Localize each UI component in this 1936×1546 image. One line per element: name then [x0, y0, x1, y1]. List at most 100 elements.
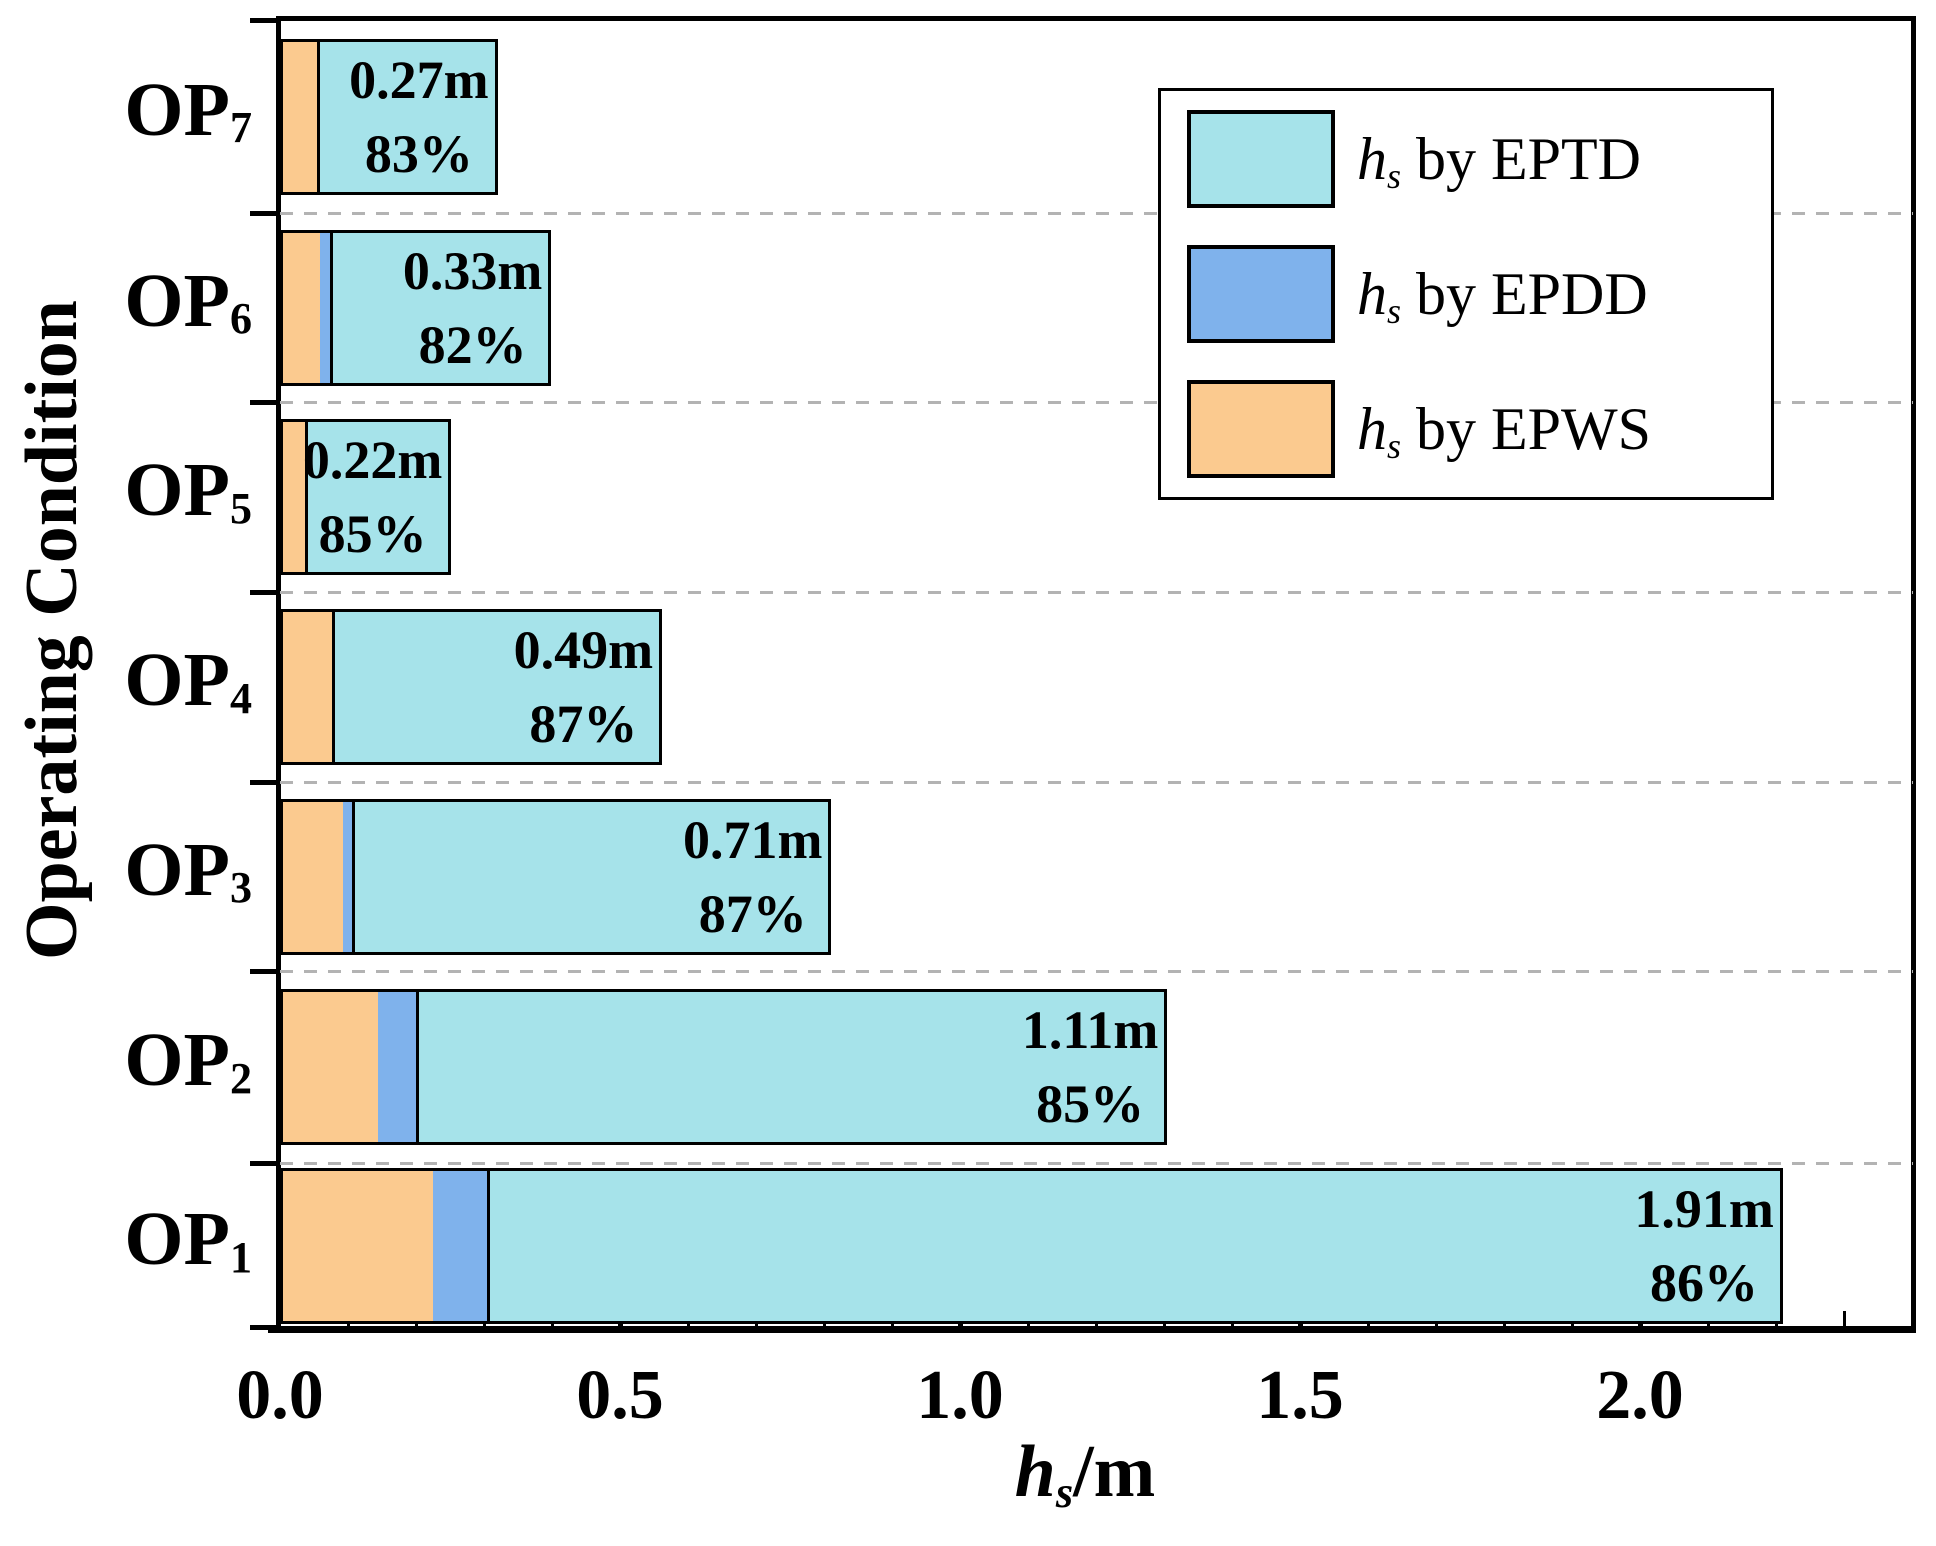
legend: hs by EPTD hs by EPDD hs by EPWS — [1158, 88, 1774, 500]
legend-label-epdd: hs by EPDD — [1357, 252, 1648, 344]
category-label-text: OP — [124, 1018, 230, 1102]
bar-op5-segment-epws — [283, 422, 308, 572]
category-label-text: OP — [124, 1197, 230, 1281]
x-tick-label: 0.0 — [236, 1357, 324, 1434]
category-label-subscript: 1 — [229, 1232, 252, 1282]
category-label-subscript: 2 — [229, 1053, 252, 1103]
bar-op2-segment-epdd — [378, 992, 419, 1142]
y-axis-tick — [250, 780, 276, 785]
bar-op1-segment-epws — [283, 1171, 436, 1321]
category-label-subscript: 4 — [229, 673, 252, 723]
bar-op6-share-label: 82% — [418, 314, 527, 375]
category-label-op3: OP3 — [12, 825, 252, 926]
category-label-subscript: 3 — [229, 863, 252, 913]
category-label-op6: OP6 — [12, 256, 252, 357]
x-axis-minor-tick — [1842, 1311, 1846, 1327]
category-label-text: OP — [124, 638, 230, 722]
bottom-spine — [268, 1326, 1916, 1333]
bar-op4-share-label: 87% — [529, 694, 638, 754]
bar-op3-segment-epdd — [342, 801, 355, 952]
legend-label-rest: by EPWS — [1401, 396, 1652, 462]
x-axis-title-rest: /m — [1073, 1431, 1156, 1513]
bar-op4: 0.49m 87% — [280, 609, 663, 765]
legend-swatch-epdd — [1187, 245, 1335, 343]
bar-op6: 0.33m 82% — [280, 229, 552, 386]
right-spine — [1911, 16, 1916, 1332]
x-axis-title-sub: s — [1055, 1467, 1074, 1518]
y-axis-tick — [250, 590, 276, 595]
category-label-text: OP — [124, 827, 230, 912]
bar-op3-label: 0.71m 87% — [683, 802, 822, 952]
bar-op5-label: 0.22m 85% — [303, 422, 442, 572]
gridline — [280, 401, 1913, 404]
category-label-op4: OP4 — [12, 635, 252, 736]
category-label-op7: OP7 — [12, 65, 252, 166]
bar-op5: 0.22m 85% — [280, 419, 452, 575]
x-tick-label: 0.5 — [576, 1357, 664, 1434]
x-tick-label: 1.5 — [1256, 1357, 1344, 1434]
legend-swatch-eptd — [1187, 110, 1335, 208]
category-label-text: OP — [124, 258, 230, 343]
category-label-op5: OP5 — [12, 445, 252, 546]
legend-label-subscript: s — [1387, 291, 1402, 331]
bar-op3-segment-epws — [283, 801, 346, 952]
x-tick-label: 2.0 — [1596, 1357, 1684, 1434]
bar-op5-value-label: 0.22m — [302, 430, 443, 490]
category-label-subscript: 6 — [229, 294, 252, 344]
legend-label-epws: hs by EPWS — [1357, 387, 1651, 479]
x-tick-label: 1.0 — [916, 1357, 1004, 1434]
category-label-op2: OP2 — [12, 1015, 252, 1116]
bar-op3: 0.71m 87% — [280, 798, 832, 955]
bar-op1-share-label: 86% — [1650, 1253, 1759, 1313]
bar-op3-share-label: 87% — [698, 883, 807, 944]
x-axis-title-var: h — [1014, 1431, 1056, 1513]
legend-label-subscript: s — [1387, 156, 1402, 196]
bar-op1-value-label: 1.91m — [1634, 1179, 1774, 1239]
category-label-subscript: 5 — [229, 483, 252, 533]
bar-op7-label: 0.27m 83% — [349, 42, 488, 192]
gridline — [280, 212, 1913, 215]
category-label-subscript: 7 — [229, 103, 252, 153]
bar-op2-segment-epws — [283, 992, 382, 1142]
bar-op6-value-label: 0.33m — [402, 240, 543, 301]
y-axis-tick — [250, 211, 276, 216]
bar-op6-label: 0.33m 82% — [403, 233, 542, 383]
bar-op7-value-label: 0.27m — [349, 49, 489, 110]
bar-op7-share-label: 83% — [364, 123, 473, 184]
legend-label-eptd: hs by EPTD — [1357, 117, 1641, 209]
bar-op6-segment-epws — [283, 232, 323, 383]
bar-op1-segment-epdd — [432, 1171, 490, 1321]
bar-op4-segment-epws — [283, 612, 335, 762]
gridline — [280, 970, 1913, 973]
legend-label-rest: by EPTD — [1401, 126, 1642, 192]
y-axis-tick — [250, 1325, 276, 1330]
bar-op6-segment-epdd — [319, 232, 333, 383]
bar-op5-share-label: 85% — [318, 504, 427, 564]
legend-label-subscript: s — [1387, 426, 1402, 466]
bar-op7-segment-epws — [283, 41, 320, 192]
legend-label-var: h — [1357, 261, 1387, 327]
legend-label-rest: by EPDD — [1401, 261, 1648, 327]
bar-op7: 0.27m 83% — [280, 38, 498, 195]
y-axis-tick — [250, 18, 276, 23]
bar-op1: 1.91m 86% — [280, 1168, 1783, 1324]
bar-op3-value-label: 0.71m — [682, 809, 823, 870]
bar-op2-label: 1.11m 85% — [1022, 992, 1159, 1142]
gridline — [280, 781, 1913, 784]
bar-op2-share-label: 85% — [1036, 1074, 1145, 1134]
gridline — [280, 591, 1913, 594]
bar-op2-value-label: 1.11m — [1021, 1000, 1159, 1060]
bar-op4-label: 0.49m 87% — [514, 612, 653, 762]
category-label-text: OP — [124, 67, 230, 152]
gridline — [280, 1162, 1913, 1165]
left-spine — [276, 16, 281, 1332]
y-axis-tick — [250, 969, 276, 974]
y-axis-tick — [250, 1161, 276, 1166]
x-axis-title: hs/m — [785, 1424, 1385, 1529]
bar-op4-value-label: 0.49m — [513, 620, 654, 680]
top-spine — [276, 16, 1916, 21]
bar-op1-label: 1.91m 86% — [1634, 1171, 1773, 1321]
category-label-op1: OP1 — [12, 1194, 252, 1295]
plot-area: 1.91m 86% 1.11m 85% 0.71m 87% 0.49m 87% 0.22m 85%… — [280, 20, 1913, 1327]
